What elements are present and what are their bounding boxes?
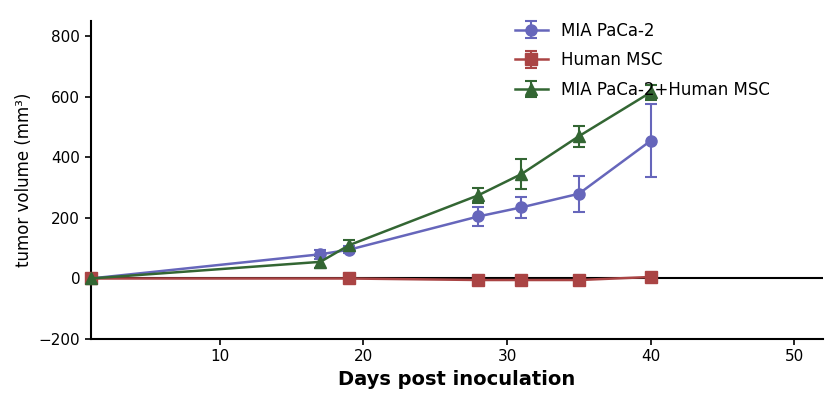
Y-axis label: tumor volume (mm³): tumor volume (mm³) [15,93,33,267]
X-axis label: Days post inoculation: Days post inoculation [339,370,576,389]
Legend: MIA PaCa-2, Human MSC, MIA PaCa-2+Human MSC: MIA PaCa-2, Human MSC, MIA PaCa-2+Human … [508,15,777,105]
